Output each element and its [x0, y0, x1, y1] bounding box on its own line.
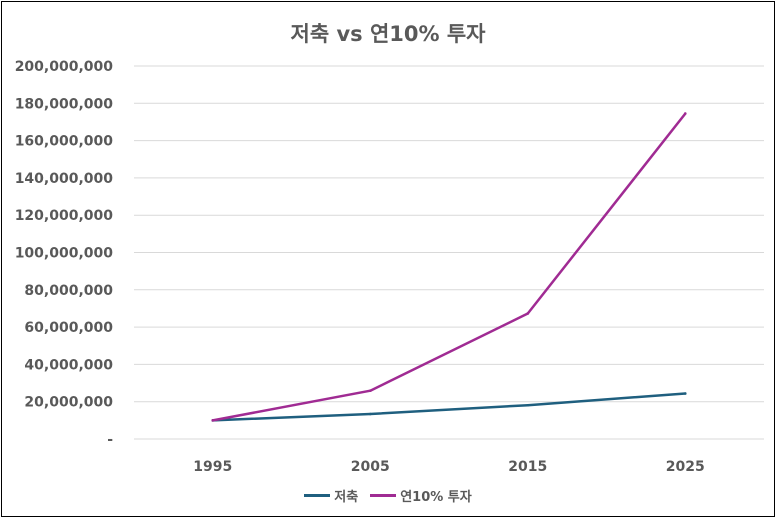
data-point-0 — [368, 412, 372, 416]
data-point-1 — [211, 419, 215, 422]
legend-item-savings: 저축 — [304, 486, 358, 505]
y-tick-label: - — [107, 432, 113, 448]
legend-swatch-investment — [370, 494, 397, 497]
y-tick-label: 200,000,000 — [15, 59, 114, 75]
data-point-1 — [683, 112, 687, 115]
data-point-1 — [526, 312, 530, 315]
y-tick-label: 20,000,000 — [24, 395, 113, 411]
series-line-1 — [211, 112, 687, 422]
series-line-0 — [211, 392, 687, 422]
legend-label-investment: 연10% 투자 — [400, 490, 472, 505]
x-tick-label: 1995 — [193, 459, 232, 475]
y-tick-label: 40,000,000 — [24, 357, 113, 373]
legend-swatch-savings — [304, 494, 331, 497]
legend-item-investment: 연10% 투자 — [370, 486, 472, 505]
y-tick-label: 160,000,000 — [15, 134, 114, 150]
legend: 저축 연10% 투자 — [2, 486, 774, 505]
y-tick-label: 180,000,000 — [15, 96, 114, 112]
y-tick-label: 60,000,000 — [24, 320, 113, 336]
x-tick-label: 2015 — [508, 459, 547, 475]
x-tick-label: 2005 — [351, 459, 390, 475]
data-point-0 — [683, 392, 687, 395]
chart-title: 저축 vs 연10% 투자 — [290, 22, 486, 46]
data-point-0 — [526, 403, 530, 407]
y-tick-label: 140,000,000 — [15, 171, 114, 187]
x-tick-label: 2025 — [666, 459, 705, 475]
y-tick-label: 80,000,000 — [24, 283, 113, 299]
y-tick-label: 120,000,000 — [15, 208, 114, 224]
legend-label-savings: 저축 — [334, 490, 359, 505]
y-tick-label: 100,000,000 — [15, 246, 114, 262]
data-point-1 — [368, 389, 372, 392]
